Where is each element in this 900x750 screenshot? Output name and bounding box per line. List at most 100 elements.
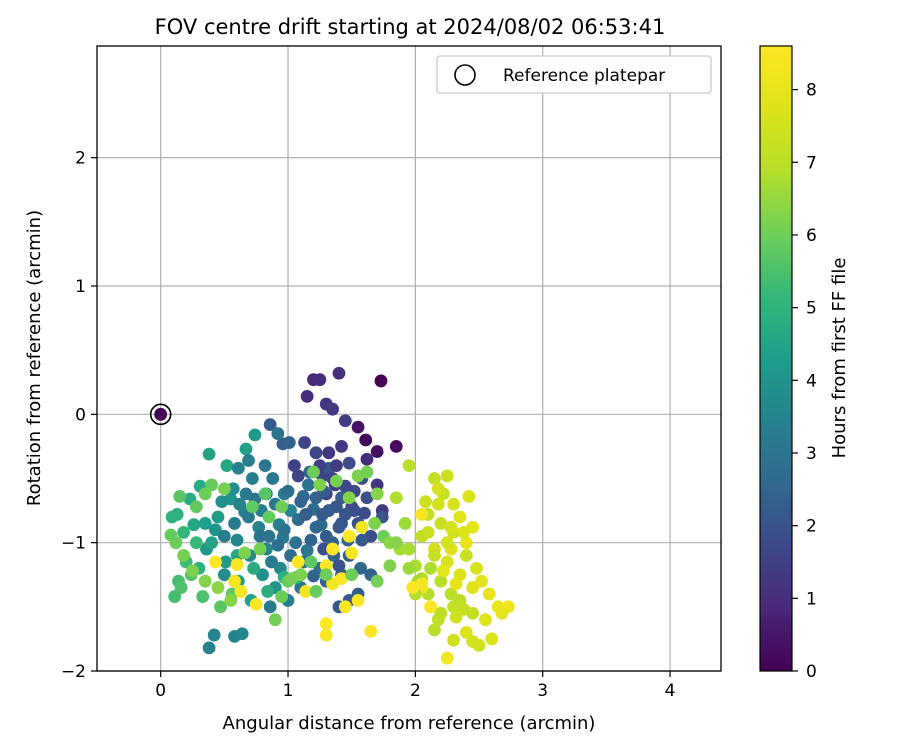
data-point (309, 585, 323, 598)
colorbar-tick-label: 4 (806, 371, 817, 391)
data-point (313, 373, 327, 387)
data-point (436, 564, 450, 578)
data-point (242, 454, 255, 467)
data-point (217, 568, 231, 582)
data-point (482, 587, 496, 601)
data-point (263, 418, 277, 431)
data-point (301, 478, 315, 492)
data-point (338, 508, 352, 521)
data-point (239, 442, 253, 456)
data-point (209, 523, 222, 537)
data-point (220, 459, 234, 473)
data-point (226, 482, 240, 496)
data-point (319, 617, 333, 630)
data-point (262, 529, 276, 543)
data-point (447, 497, 460, 511)
data-points (154, 366, 515, 665)
data-point (258, 459, 272, 473)
legend-marker-icon (454, 64, 476, 86)
data-point (370, 574, 384, 588)
data-point (233, 497, 247, 511)
data-point (253, 542, 267, 556)
data-point (313, 478, 327, 492)
data-point (309, 491, 323, 505)
data-point (289, 536, 303, 550)
data-point (165, 510, 179, 524)
y-axis-ticks: −2 −1 0 1 2 (61, 149, 97, 682)
data-point (228, 517, 241, 530)
data-point (449, 610, 463, 624)
data-point (374, 374, 388, 388)
data-point (335, 572, 348, 585)
data-point (198, 517, 212, 530)
data-point (440, 469, 454, 483)
reference-point (154, 407, 168, 421)
data-point (294, 495, 308, 508)
data-point (187, 518, 201, 532)
data-point (211, 510, 225, 524)
data-point (359, 433, 373, 447)
data-point (189, 500, 203, 514)
colorbar-tick-label: 0 (806, 662, 817, 682)
data-point (207, 628, 221, 642)
data-point (196, 590, 210, 603)
data-point (298, 436, 311, 449)
data-point (177, 549, 190, 562)
data-point (338, 414, 352, 428)
data-point (326, 402, 339, 416)
x-axis-label: Angular distance from reference (arcmin) (223, 713, 596, 734)
data-point (211, 581, 225, 594)
x-tick-label: 0 (155, 681, 166, 701)
data-point (235, 627, 249, 641)
y-axis-label: Rotation from reference (arcmin) (24, 210, 45, 506)
data-point (291, 555, 305, 569)
data-point (459, 536, 473, 550)
data-point (368, 517, 382, 530)
data-point (268, 613, 282, 627)
data-point (444, 520, 458, 534)
data-point (209, 555, 222, 569)
data-point (470, 561, 483, 575)
data-point (342, 456, 356, 470)
data-point (434, 517, 448, 530)
data-point (389, 491, 403, 505)
data-point (174, 581, 188, 594)
data-point (319, 559, 333, 573)
data-point (262, 510, 276, 524)
data-point (402, 561, 416, 575)
data-point (351, 594, 365, 607)
data-point (472, 638, 486, 652)
data-point (453, 510, 467, 524)
data-point (263, 600, 277, 614)
data-point (457, 525, 471, 539)
data-point (447, 633, 460, 647)
colorbar-tick-label: 3 (806, 444, 817, 464)
data-point (360, 452, 374, 466)
data-point (245, 472, 259, 485)
data-point (364, 624, 378, 638)
data-point (266, 472, 280, 485)
data-point (230, 533, 244, 547)
data-point (345, 568, 359, 582)
data-point (258, 487, 272, 501)
data-point (198, 487, 212, 501)
data-point (354, 561, 368, 575)
data-point (248, 428, 262, 442)
data-point (271, 427, 285, 440)
y-tick-label: 1 (75, 277, 86, 297)
colorbar-tick-label: 7 (806, 153, 817, 173)
data-point (440, 536, 454, 550)
data-point (370, 478, 384, 492)
data-point (291, 469, 305, 483)
data-point (398, 517, 412, 530)
data-point (332, 366, 346, 380)
legend: Reference platepar (436, 55, 712, 94)
data-point (219, 555, 233, 569)
x-axis-ticks: 0 1 2 3 4 (155, 671, 675, 701)
x-tick-label: 3 (537, 681, 548, 701)
data-point (330, 474, 343, 488)
data-point (177, 525, 190, 539)
data-point (198, 574, 212, 588)
colorbar-label: Hours from first FF file (829, 258, 850, 459)
data-point (271, 538, 285, 552)
